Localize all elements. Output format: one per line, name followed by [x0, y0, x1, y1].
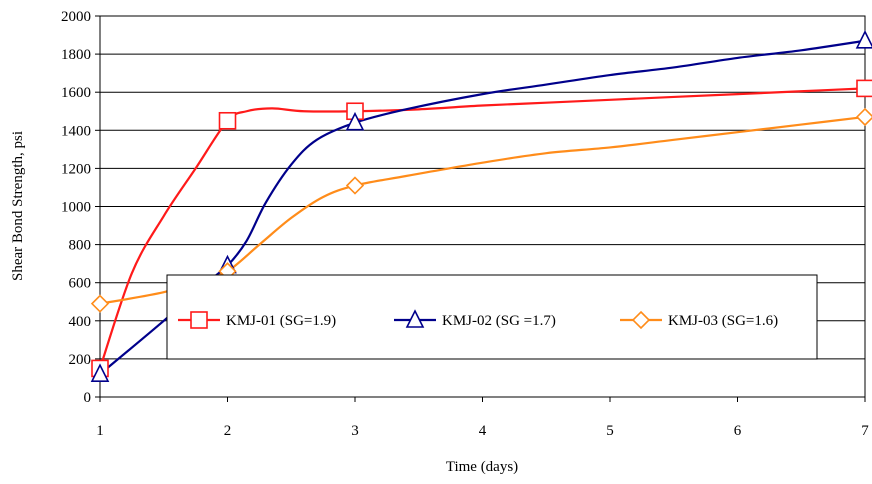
y-tick-label: 1400 [61, 123, 91, 139]
legend-label-kmj-03: KMJ-03 (SG=1.6) [668, 313, 778, 329]
data-point-kmj-01 [218, 111, 237, 130]
data-point-kmj-03 [855, 107, 872, 127]
legend-label-kmj-02: KMJ-02 (SG =1.7) [442, 313, 556, 329]
x-tick-label: 7 [861, 423, 869, 439]
data-point-kmj-02 [345, 111, 365, 131]
legend-marker-kmj-01 [190, 311, 208, 329]
data-point-kmj-01 [856, 79, 872, 98]
y-axis-ticks: 0 200 400 600 800 1000 1200 1400 1600 1800 2000 [61, 9, 100, 406]
x-axis-title: Time (days) [446, 459, 518, 475]
data-point-kmj-03 [345, 176, 365, 195]
data-point-kmj-02 [90, 363, 110, 382]
data-point-kmj-03 [90, 294, 110, 313]
x-axis-ticks: 1 2 3 4 5 6 7 [96, 397, 869, 439]
x-tick-label: 6 [734, 423, 742, 439]
series-markers [90, 29, 872, 382]
data-point-kmj-02 [855, 29, 872, 49]
legend-items: KMJ-01 (SG=1.9) KMJ-02 (SG =1.7) KMJ-03 (S… [178, 309, 778, 330]
y-tick-label: 1000 [61, 200, 91, 216]
legend-box [166, 274, 818, 360]
y-tick-label: 1600 [61, 85, 91, 101]
legend-marker-kmj-03 [631, 310, 651, 330]
x-tick-label: 5 [606, 423, 614, 439]
y-tick-label: 600 [69, 276, 92, 292]
y-tick-label: 0 [84, 390, 92, 406]
y-tick-label: 1800 [61, 47, 91, 63]
legend: KMJ-01 (SG=1.9) KMJ-02 (SG =1.7) KMJ-03 (S… [166, 274, 818, 360]
y-tick-label: 800 [69, 238, 92, 254]
y-tick-label: 200 [69, 352, 92, 368]
y-tick-label: 400 [69, 314, 92, 330]
legend-label-kmj-01: KMJ-01 (SG=1.9) [226, 313, 336, 329]
x-tick-label: 1 [96, 423, 104, 439]
y-tick-label: 1200 [61, 161, 91, 177]
y-axis-title: Shear Bond Strength, psi [10, 131, 26, 281]
x-tick-label: 4 [479, 423, 487, 439]
x-tick-label: 3 [351, 423, 359, 439]
y-tick-label: 2000 [61, 9, 91, 25]
legend-marker-kmj-02 [405, 309, 425, 328]
x-tick-label: 2 [224, 423, 232, 439]
